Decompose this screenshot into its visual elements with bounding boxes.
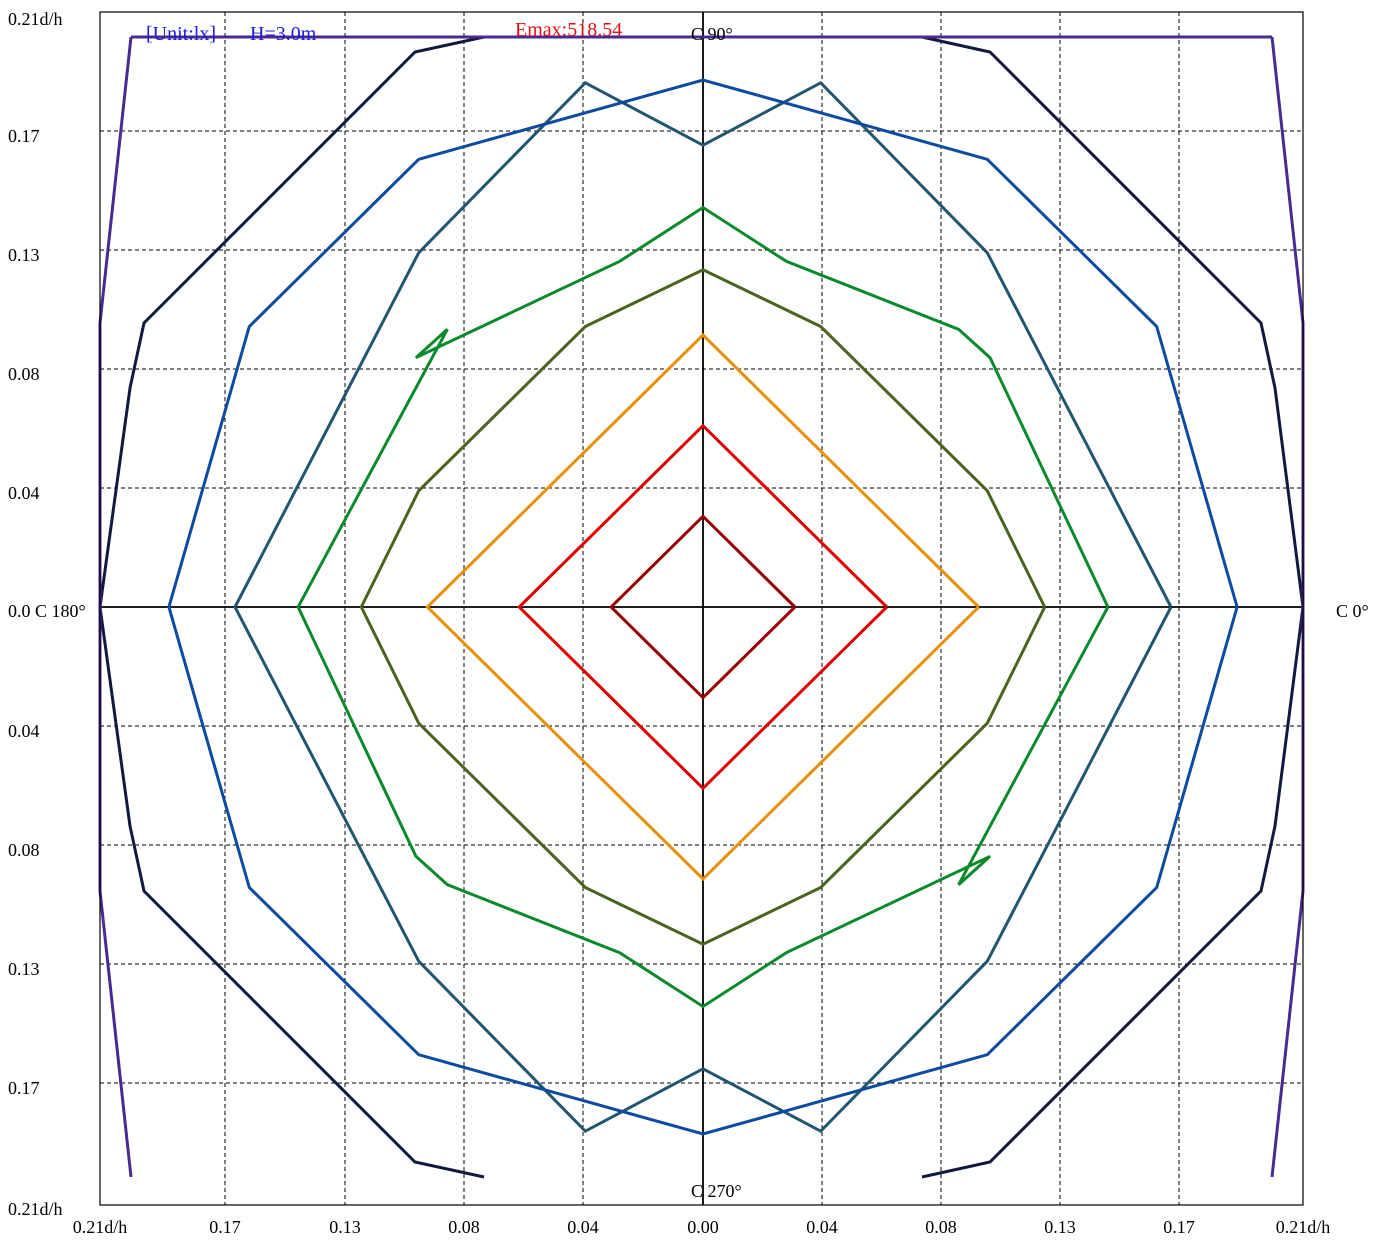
emax-label: Emax:518.54 [515,19,622,41]
c270-label: C 270° [691,1181,742,1201]
x-tick-label: 0.08 [448,1217,480,1237]
height-label: H=3.0m [250,23,317,45]
x-tick-label: 0.17 [1163,1217,1195,1237]
isolux-contour-5 [296,205,1110,1009]
x-tick-label: 0.21d/h [73,1217,128,1237]
y-tick-label: 0.08 [8,364,40,384]
isolux-contour-2 [517,423,888,791]
plot-frame [99,11,1304,1206]
y-tick-label: 0.04 [8,483,40,503]
x-tick-label: 0.13 [1044,1217,1076,1237]
c0-label: C 0° [1336,601,1369,621]
grid-lines [100,12,1303,1205]
isolux-contour-3 [425,332,980,882]
x-tick-label: 0.13 [329,1217,361,1237]
y-tick-label: 0.17 [8,126,40,146]
x-tick-label: 0.17 [209,1217,241,1237]
c90-label: C 90° [691,24,733,44]
y-tick-label: 0.13 [8,245,40,265]
y-tick-label: 0.08 [8,840,40,860]
x-tick-label: 0.21d/h [1276,1217,1331,1237]
isolux-contour-6 [233,80,1173,1134]
unit-label: [Unit:lx] [146,23,216,45]
isolux-contour-7 [167,78,1239,1136]
y-tick-labels: 0.21d/h 0.17 0.13 0.08 0.04 0.04 0.08 0.13 0.17 0… [8,9,63,1219]
isolux-contour-1 [608,514,796,700]
y-tick-label: 0.21d/h [8,1199,63,1219]
x-tick-label: 0.08 [925,1217,957,1237]
x-tick-labels: 0.21d/h 0.17 0.13 0.08 0.04 0.00 0.04 0.08 0.13 0… [73,1217,1331,1237]
y-tick-label: 0.04 [8,721,40,741]
y-tick-label: 0.17 [8,1078,40,1098]
x-tick-label: 0.00 [687,1217,719,1237]
x-tick-label: 0.04 [567,1217,599,1237]
c180-label: 0.0 C 180° [8,601,86,621]
x-tick-label: 0.04 [806,1217,838,1237]
y-tick-label: 0.21d/h [8,9,63,29]
y-tick-label: 0.13 [8,959,40,979]
isolux-contour-4 [359,268,1047,946]
